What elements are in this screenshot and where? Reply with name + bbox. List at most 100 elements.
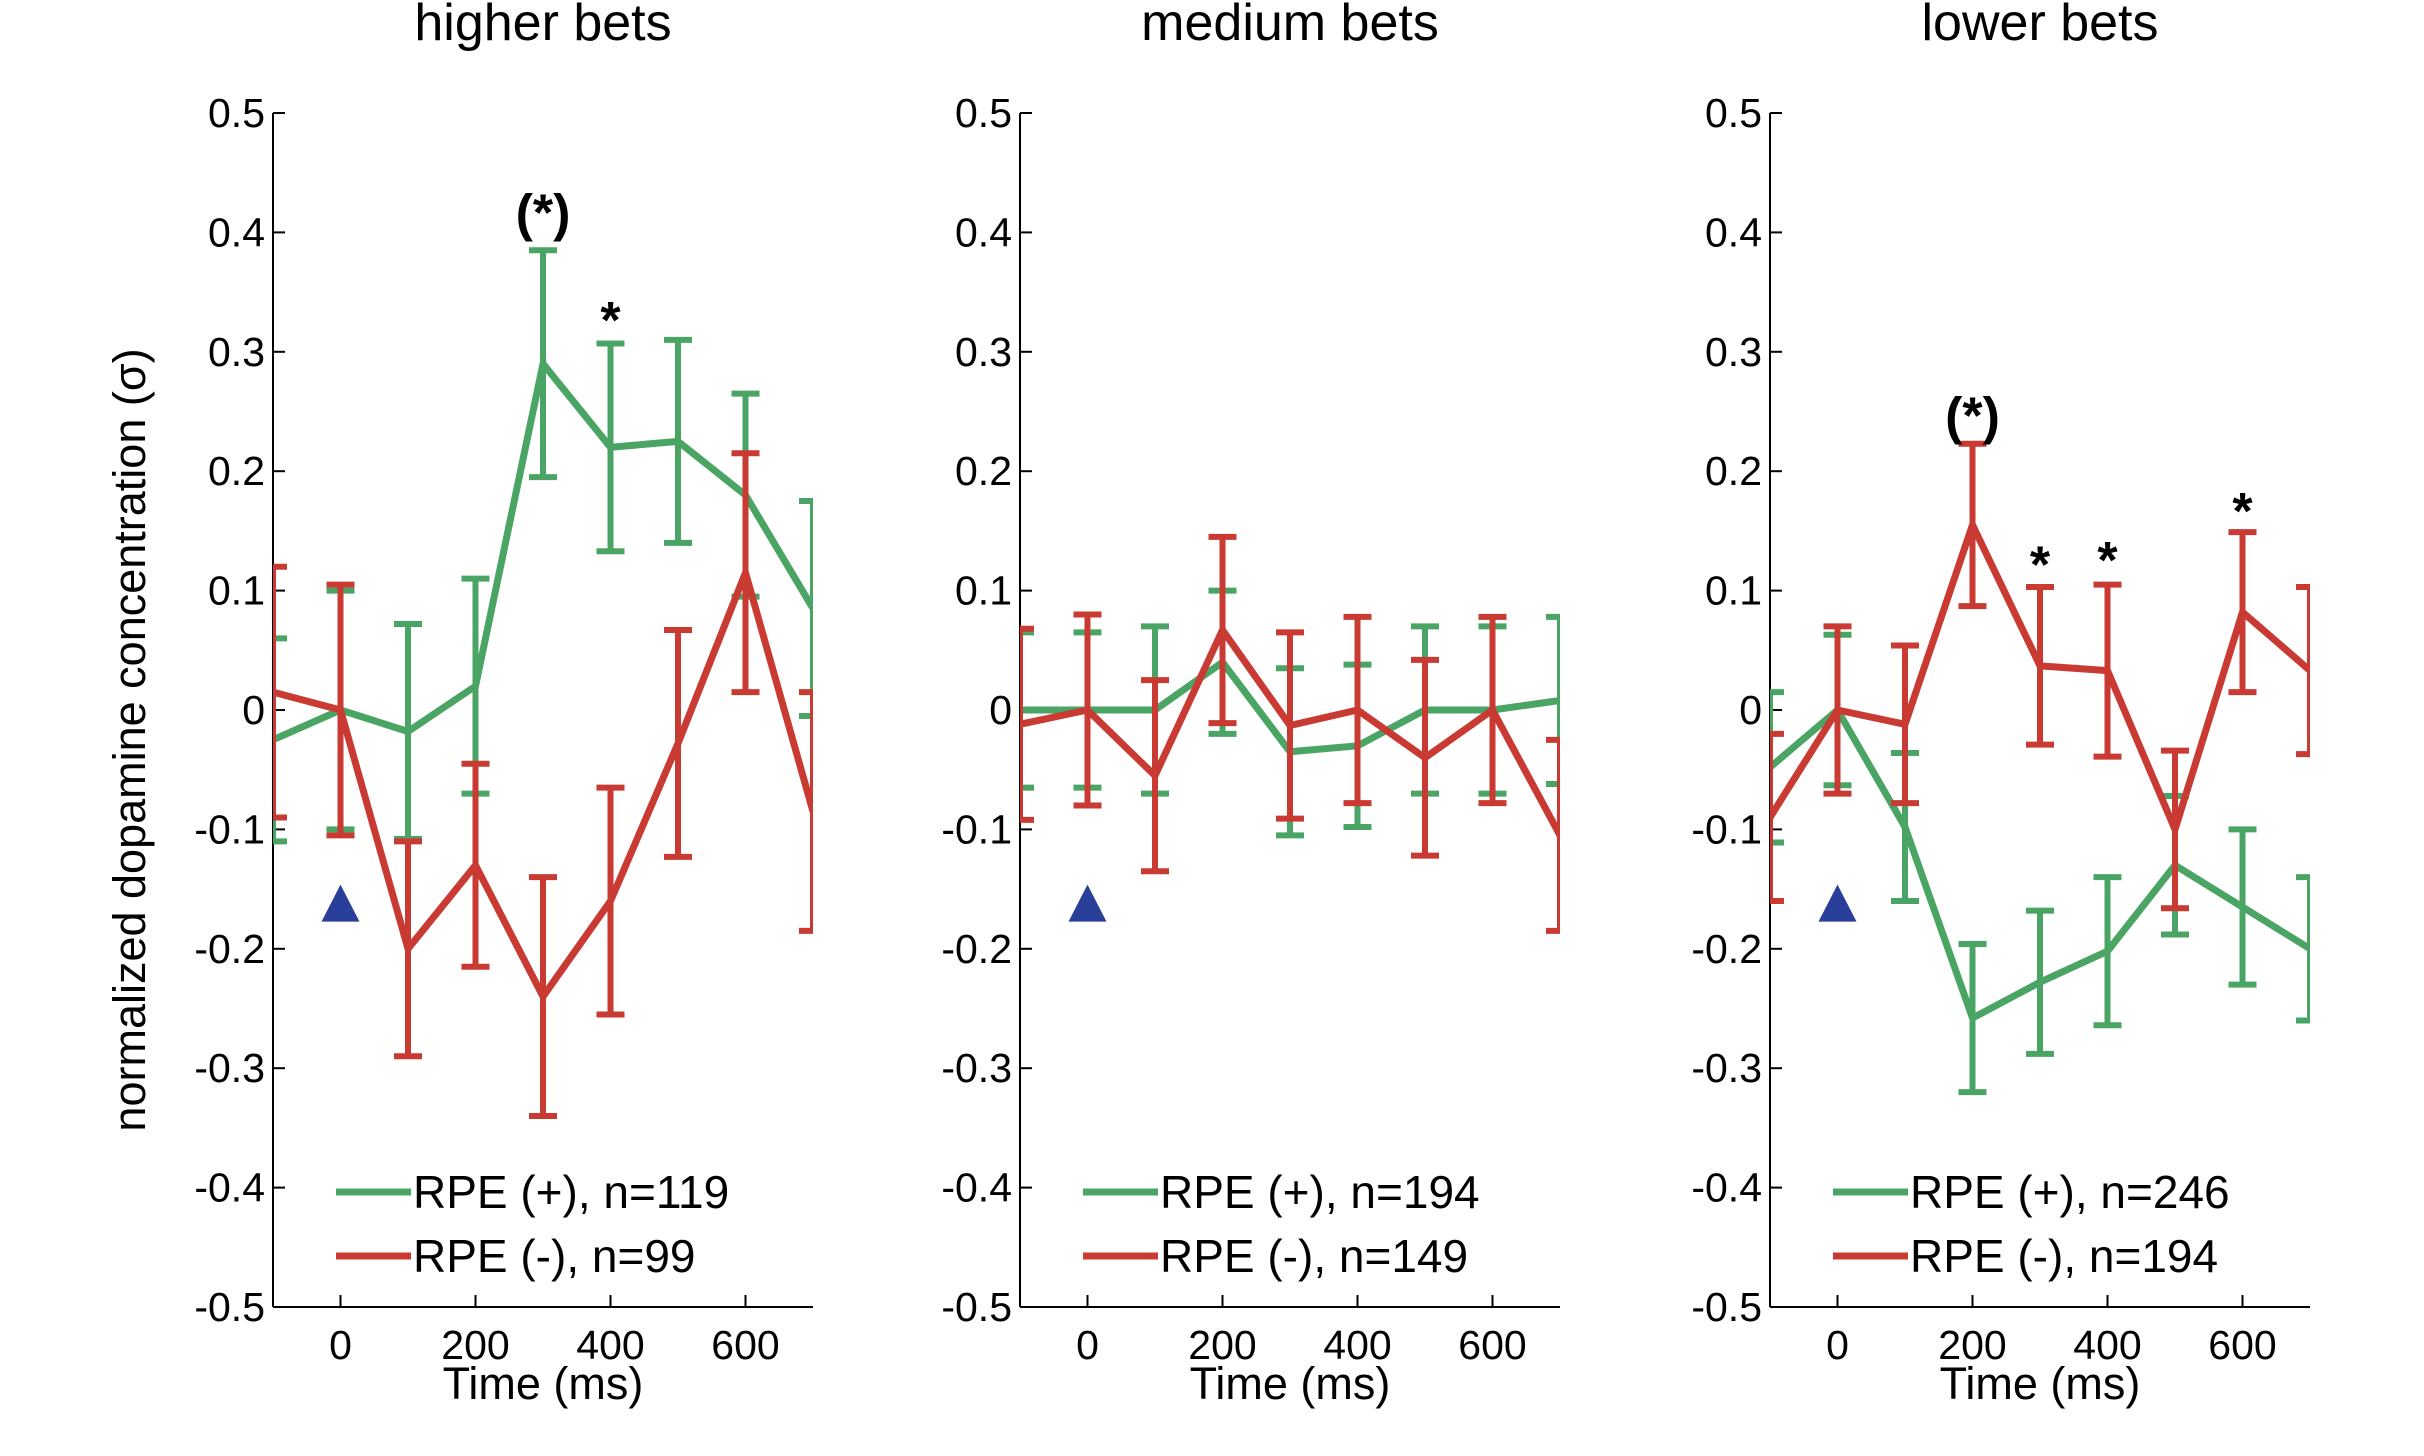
data-point xyxy=(1354,707,1361,713)
legend-entry: RPE (-), n=194 xyxy=(1910,1230,2218,1282)
data-point xyxy=(1969,1015,1976,1022)
data-point xyxy=(1834,707,1841,713)
data-point xyxy=(337,707,344,713)
data-point xyxy=(607,898,614,905)
y-tick-label: -0.2 xyxy=(1691,926,1762,972)
data-point xyxy=(540,360,546,367)
significance-annotation: * xyxy=(600,292,621,350)
data-point xyxy=(1902,721,1908,728)
y-tick-label: -0.2 xyxy=(194,926,265,972)
x-tick-label: 0 xyxy=(1826,1322,1849,1368)
data-point xyxy=(2104,948,2111,955)
y-tick-label: 0.1 xyxy=(1705,568,1762,614)
significance-annotation: * xyxy=(2232,483,2253,541)
data-layer xyxy=(1770,440,2310,1096)
x-tick-label: 400 xyxy=(2073,1322,2141,1368)
y-tick-label: -0.3 xyxy=(194,1045,265,1091)
legend-entry: RPE (+), n=246 xyxy=(1910,1166,2230,1218)
x-tick-label: 200 xyxy=(441,1322,509,1368)
x-tick-label: 200 xyxy=(1188,1322,1256,1368)
chart-panel-1: higher bets -0.5 -0.4 -0.3 -0.2 -0.1 0 0.1 0.2 0.… xyxy=(194,0,813,1409)
y-tick-label: 0 xyxy=(242,687,265,733)
data-point xyxy=(405,945,411,952)
data-point xyxy=(273,689,276,696)
y-tick-label: -0.2 xyxy=(941,926,1012,972)
significance-annotation: (*) xyxy=(1945,387,2000,445)
chart-title: higher bets xyxy=(414,0,671,52)
x-tick-label: 400 xyxy=(1323,1322,1391,1368)
y-tick-label: -0.1 xyxy=(1691,806,1762,852)
data-point xyxy=(405,728,411,735)
data-point xyxy=(540,993,546,1000)
data-point xyxy=(2239,609,2246,616)
series-negative xyxy=(273,450,813,1119)
x-tick-label: 600 xyxy=(1458,1322,1526,1368)
data-point xyxy=(1557,697,1560,704)
data-point xyxy=(675,740,681,747)
y-tick-label: -0.5 xyxy=(1691,1284,1762,1330)
x-tick-label: 0 xyxy=(1076,1322,1099,1368)
x-axis-label: Time (ms) xyxy=(1190,1358,1391,1409)
data-point xyxy=(1020,721,1023,728)
significance-annotation: * xyxy=(2030,537,2051,595)
legend-entry: RPE (-), n=149 xyxy=(1160,1230,1468,1282)
x-tick-label: 600 xyxy=(2208,1322,2276,1368)
event-marker-triangle xyxy=(1068,884,1107,922)
data-layer xyxy=(273,247,813,1119)
x-tick-label: 200 xyxy=(1938,1322,2006,1368)
significance-annotation: * xyxy=(2097,532,2118,590)
data-point xyxy=(810,605,813,612)
y-tick-label: 0.3 xyxy=(955,329,1012,375)
data-point xyxy=(810,808,813,815)
series-negative xyxy=(1770,440,2310,912)
y-tick-label: -0.3 xyxy=(1691,1045,1762,1091)
data-point xyxy=(742,569,749,576)
y-tick-label: 0.2 xyxy=(1705,448,1762,494)
data-point xyxy=(675,438,681,445)
data-layer xyxy=(1020,533,1560,934)
series-negative xyxy=(1020,533,1560,934)
data-point xyxy=(2037,662,2043,669)
x-tick-label: 400 xyxy=(576,1322,644,1368)
y-tick-label: 0.1 xyxy=(955,568,1012,614)
data-point xyxy=(2239,904,2246,911)
data-point xyxy=(2307,667,2310,674)
event-marker-triangle xyxy=(321,884,360,922)
x-axis-label: Time (ms) xyxy=(1940,1358,2141,1409)
data-point xyxy=(2037,979,2043,986)
y-tick-label: -0.5 xyxy=(941,1284,1012,1330)
y-tick-label: -0.4 xyxy=(1691,1165,1762,1211)
data-point xyxy=(1489,707,1496,713)
data-point xyxy=(1557,832,1560,839)
data-point xyxy=(2172,826,2178,833)
chart-title: lower bets xyxy=(1922,0,2159,52)
y-tick-label: -0.4 xyxy=(941,1165,1012,1211)
data-point xyxy=(2104,667,2111,674)
x-tick-label: 600 xyxy=(711,1322,779,1368)
y-tick-label: 0.2 xyxy=(955,448,1012,494)
data-point xyxy=(607,444,614,451)
y-axis-label: normalized dopamine concentration (σ) xyxy=(104,348,155,1131)
y-tick-label: 0.4 xyxy=(955,209,1012,255)
data-point xyxy=(1770,814,1773,821)
data-point xyxy=(472,683,479,690)
y-tick-label: 0.4 xyxy=(208,209,265,255)
data-point xyxy=(1287,722,1293,729)
y-tick-label: 0.5 xyxy=(208,90,265,136)
y-tick-label: 0.5 xyxy=(1705,90,1762,136)
y-tick-label: 0.3 xyxy=(208,329,265,375)
y-tick-label: 0 xyxy=(989,687,1012,733)
y-tick-label: 0 xyxy=(1739,687,1762,733)
y-tick-label: 0.3 xyxy=(1705,329,1762,375)
data-point xyxy=(1219,627,1226,634)
y-tick-label: -0.1 xyxy=(941,806,1012,852)
x-tick-label: 0 xyxy=(329,1322,352,1368)
data-point xyxy=(1422,754,1428,761)
y-tick-label: 0.5 xyxy=(955,90,1012,136)
chart-panel-3: lower bets -0.5 -0.4 -0.3 -0.2 -0.1 0 0.1 0.2 0.3… xyxy=(1691,0,2310,1409)
data-point xyxy=(472,862,479,869)
series-positive xyxy=(273,247,813,845)
y-tick-label: -0.1 xyxy=(194,806,265,852)
data-point xyxy=(1084,707,1091,713)
data-point xyxy=(1902,824,1908,831)
